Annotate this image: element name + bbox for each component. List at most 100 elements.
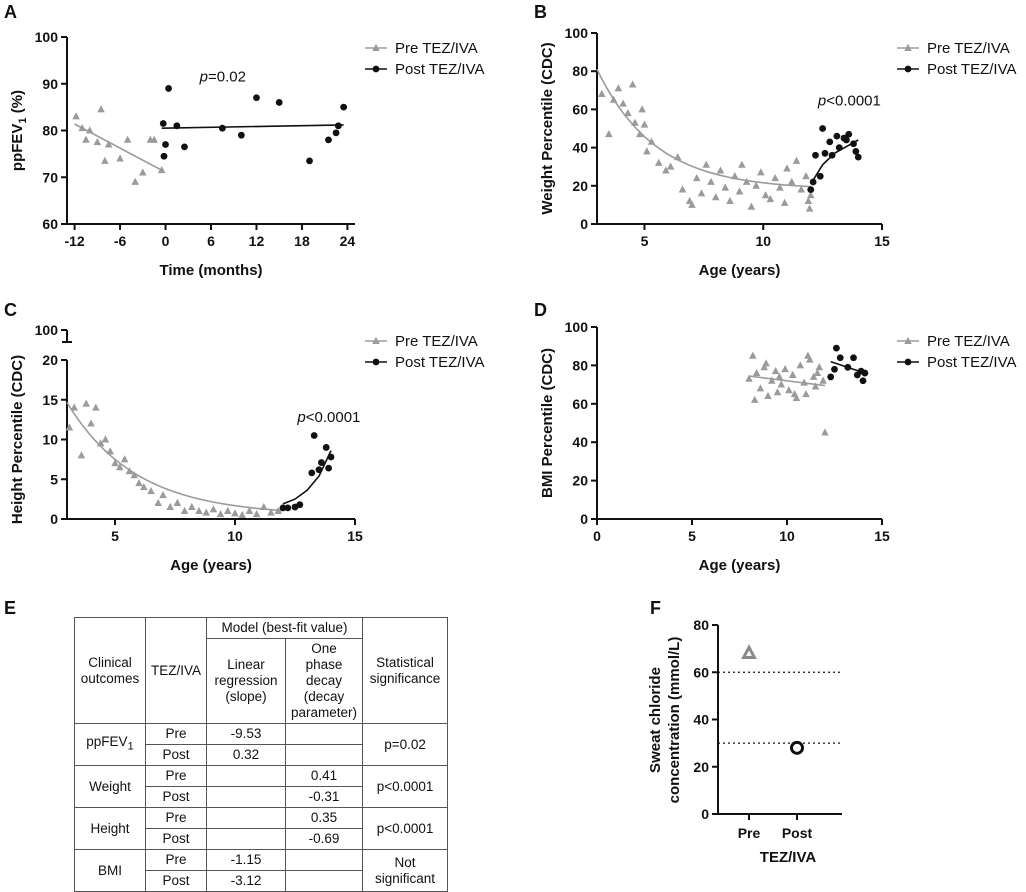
data-point-pre [638,105,646,113]
data-point-pre [707,177,715,185]
data-point-pre [654,158,663,166]
data-point-post [159,120,167,127]
data-point-pre [821,428,829,436]
data-point-post [253,94,260,102]
data-point-pre [260,502,268,511]
data-point-pre [231,509,239,517]
data-point-post [844,363,852,371]
cell-linear [206,807,287,829]
y-tick-label: 20 [572,178,588,194]
y-axis-title: Height Percentile (CDC) [9,355,26,524]
data-point-pre [768,376,776,384]
data-point-post [322,444,330,451]
data-point-pre [647,137,656,145]
cell-decay [285,723,364,745]
y-tick-label: 80 [572,63,588,79]
data-point-pre [252,510,261,518]
data-point-pre [697,189,706,197]
data-point-pre [745,374,753,382]
legend-marker-pre [372,336,380,344]
data-point-pre [619,99,627,107]
x-tick-label: -6 [114,233,127,249]
cell-linear [206,765,287,787]
data-point-pre [125,467,134,475]
data-point-post [310,432,318,439]
data-point-pre [802,172,810,180]
data-point-post [173,122,181,130]
fit-line [161,124,344,129]
y-tick-label: 20 [693,759,709,775]
x-tick-label: 0 [593,528,601,544]
data-point-pre [702,160,711,168]
cell-decay: -0.31 [285,786,364,808]
panel-label-e: E [4,598,16,618]
data-point-pre [738,160,746,168]
panel-label: B [534,2,547,22]
data-point-post [237,131,245,139]
data-point-post [836,354,844,362]
cell-tez: Pre [144,723,208,745]
data-point-post [854,153,862,161]
y-tick-label: 40 [693,712,709,728]
x-tick-label: 6 [207,233,215,249]
x-axis-title: Age (years) [699,262,781,279]
header-tez-iva: TEZ/IVA [144,617,208,724]
cell-significance: p<0.0001 [362,765,449,808]
panel-label: C [4,300,17,320]
y-tick-label: 20 [42,352,58,368]
header-model: Model (best-fit value) [206,617,364,639]
header-one-phase-decay: One phase decay (decay parameter) [285,638,364,724]
data-point-pre [87,419,95,427]
data-point-pre [267,508,275,516]
data-point-post [850,354,857,362]
y-axis-title: Sweat chloride concentration (mmol/L) [647,637,683,804]
p-value-annotation: p<0.0001 [817,93,881,110]
cell-tez: Post [144,870,208,892]
data-point-pre [766,194,775,203]
data-point-pre [104,140,113,148]
data-point-post [325,464,332,472]
header-statistical-significance: Statistical significance [362,617,449,724]
data-point-post [325,136,332,144]
y-tick-label: 15 [42,392,58,408]
data-point-pre [787,177,796,185]
data-point-pre [805,204,814,212]
legend: Pre TEZ/IVA Post TEZ/IVA [897,40,1016,78]
y-tick-label: 100 [565,25,589,41]
data-point-pre [762,359,770,367]
data-point-pre [776,183,784,191]
data-point-pre [78,123,86,132]
cell-tez: Pre [144,849,208,871]
data-point-post [279,504,287,512]
data-point-post [340,103,348,111]
data-point-pre [82,135,90,143]
y-tick-label: 60 [693,664,709,680]
panel-a: A -12 -6 0 6 12 18 24 60 70 80 90 100 Time (months) pp… [4,2,484,279]
data-point-pre [628,80,637,88]
legend: Pre TEZ/IVA Post TEZ/IVA [365,40,484,78]
data-point-pre [116,154,124,162]
cell-decay [285,744,364,766]
data-point-pre [123,135,132,143]
data-point-pre [147,486,155,495]
y-tick-label: 0 [580,511,588,527]
data-point-post [790,740,804,755]
cell-tez: Post [144,786,208,808]
data-point-pre [643,147,651,155]
legend-label-post: Post TEZ/IVA [927,61,1016,78]
data-point-post [831,365,838,373]
y-tick-label: 60 [42,216,58,232]
data-point-pre [72,112,80,120]
data-point-post [809,178,817,186]
data-point-pre [202,508,210,516]
legend-label-pre: Pre TEZ/IVA [395,40,478,57]
x-tick-label: 24 [340,233,356,249]
data-point-pre [166,502,174,511]
data-point-pre [819,376,827,384]
legend-marker-pre [904,43,912,51]
data-point-pre [120,455,129,463]
data-point-pre [101,435,110,443]
data-point-post [165,85,172,92]
data-point-pre [773,388,782,396]
data-point-pre [662,166,670,174]
